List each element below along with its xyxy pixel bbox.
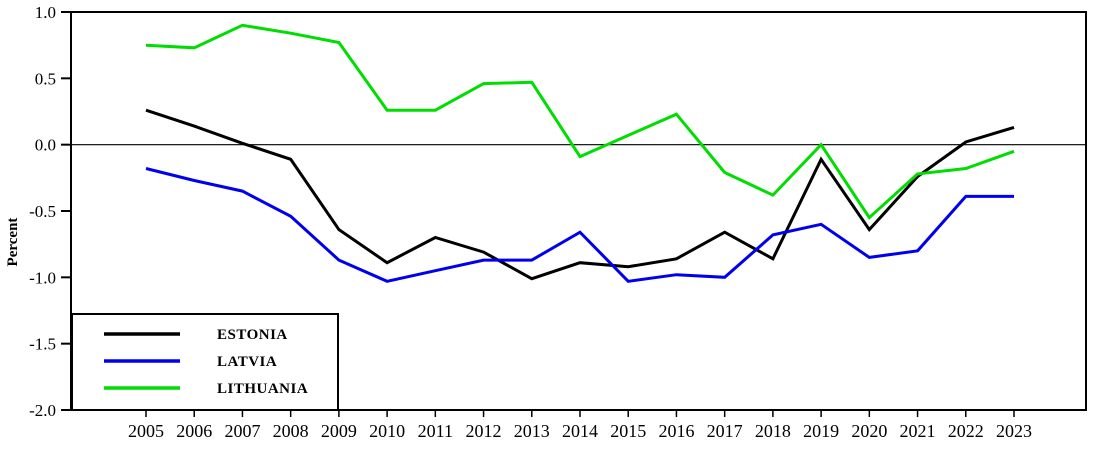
y-axis: 1.0 0.5 0.0 -0.5 -1.0 -1.5 -2.0 <box>29 3 71 420</box>
x-tick-label-2012: 2012 <box>466 421 502 441</box>
x-tick-label-2014: 2014 <box>562 421 598 441</box>
lithuania-legend-label: LITHUANIA <box>217 381 308 397</box>
y-tick-label--1.0: -1.0 <box>29 268 56 287</box>
x-tick-label-2007: 2007 <box>224 421 260 441</box>
y-axis-title: Percent <box>5 218 21 267</box>
y-tick-label-0.0: 0.0 <box>35 136 56 155</box>
y-tick-label--2.0: -2.0 <box>29 401 56 420</box>
x-tick-label-2011: 2011 <box>418 421 453 441</box>
y-tick-label-0.5: 0.5 <box>35 69 56 88</box>
x-tick-label-2005: 2005 <box>128 421 164 441</box>
y-tick-label--1.5: -1.5 <box>29 335 56 354</box>
y-tick-label-1.0: 1.0 <box>35 3 56 22</box>
x-tick-label-2023: 2023 <box>996 421 1032 441</box>
x-tick-label-2022: 2022 <box>948 421 984 441</box>
legend: ESTONIA LATVIA LITHUANIA <box>71 313 339 411</box>
x-tick-label-2020: 2020 <box>851 421 887 441</box>
x-axis: 2005 2006 2007 2008 2009 2010 2011 2012 2013 2014… <box>128 410 1032 441</box>
lithuania-line <box>145 23 1015 220</box>
estonia-line <box>145 108 1015 281</box>
latvia-legend-label: LATVIA <box>217 354 277 370</box>
x-tick-label-2018: 2018 <box>755 421 791 441</box>
x-tick-label-2010: 2010 <box>369 421 405 441</box>
y-tick-label--0.5: -0.5 <box>29 202 56 221</box>
x-tick-label-2006: 2006 <box>176 421 212 441</box>
x-tick-label-2008: 2008 <box>273 421 309 441</box>
latvia-line <box>145 167 1014 283</box>
x-tick-label-2013: 2013 <box>514 421 550 441</box>
estonia-legend-label: ESTONIA <box>217 327 288 343</box>
x-tick-label-2009: 2009 <box>321 421 357 441</box>
x-tick-label-2016: 2016 <box>658 421 694 441</box>
x-tick-label-2021: 2021 <box>900 421 936 441</box>
x-tick-label-2015: 2015 <box>610 421 646 441</box>
x-tick-label-2019: 2019 <box>803 421 839 441</box>
x-tick-label-2017: 2017 <box>707 421 743 441</box>
plot-frame <box>70 11 1087 411</box>
